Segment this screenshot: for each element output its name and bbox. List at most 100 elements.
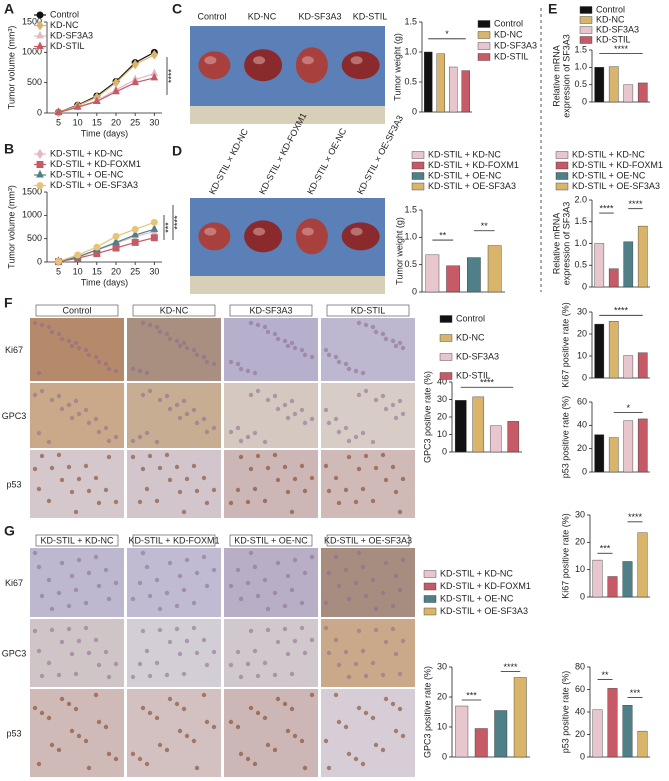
ihc-stain [66, 464, 72, 470]
ihc-stain [275, 336, 281, 342]
ihc-stain [235, 724, 241, 730]
ihc-stain [140, 320, 146, 326]
ihc-stain [248, 705, 254, 711]
y-tick-label: 0.5 [574, 260, 587, 270]
legend-label: KD-NC [596, 14, 625, 24]
ihc-stain [285, 651, 291, 657]
ihc-stain [204, 359, 210, 365]
y-tick-label: 20 [577, 328, 587, 338]
column-header-box [132, 304, 216, 317]
legend-swatch [477, 42, 491, 50]
ihc-stain [177, 343, 183, 349]
ihc-stain [32, 392, 38, 398]
ihc-image [224, 383, 318, 448]
ihc-stain [73, 587, 79, 593]
ihc-stain [184, 476, 190, 482]
ihc-stain [59, 477, 65, 483]
ihc-stain [356, 705, 362, 711]
ihc-stain [46, 324, 52, 330]
ihc-stain [140, 392, 146, 398]
ihc-stain [245, 580, 251, 586]
ihc-stain [390, 701, 396, 707]
ihc-stain [370, 577, 376, 583]
column-header-box [132, 534, 216, 547]
ihc-stain [157, 627, 163, 633]
ihc-stain [154, 498, 160, 504]
ihc-stain [73, 340, 79, 346]
bar [637, 82, 648, 103]
ihc-stain [49, 397, 55, 403]
ihc-stain [323, 738, 329, 744]
ihc-stain [93, 354, 99, 360]
ihc-image [30, 548, 124, 617]
tumor-highlight [204, 227, 217, 236]
ihc-stain [282, 464, 288, 470]
legend-marker [36, 161, 44, 168]
ihc-stain [272, 747, 278, 753]
ihc-stain [147, 673, 153, 679]
ihc-image [224, 450, 318, 518]
ihc-stain [363, 322, 369, 328]
ihc-stain [49, 606, 55, 612]
data-point [150, 49, 158, 60]
ihc-stain [397, 671, 403, 677]
y-axis-label: GPC3 positive rate (%) [422, 371, 432, 463]
ihc-stain [397, 340, 403, 346]
ihc-image [127, 548, 221, 617]
ihc-stain [93, 416, 99, 422]
ihc-stain [86, 488, 92, 494]
photo-label: KD-STIL [353, 11, 388, 21]
tumor-highlight [253, 56, 266, 65]
legend-label: KD-STIL + OE-SF3A3 [440, 606, 528, 616]
ihc-stain [106, 596, 112, 602]
y-axis-label: Relative mRNA [551, 213, 561, 275]
ihc-stain [262, 660, 268, 666]
ihc-stain [336, 583, 342, 589]
ihc-stain [245, 368, 251, 374]
ihc-stain [211, 361, 217, 367]
x-tick-label: 20 [111, 266, 121, 276]
ihc-stain [275, 477, 281, 483]
ihc-stain [59, 336, 65, 342]
ihc-stain [393, 651, 399, 657]
ihc-stain [302, 570, 308, 576]
bar [594, 67, 605, 103]
ihc-stain [309, 416, 315, 422]
ihc-stain [360, 648, 366, 654]
ihc-stain [184, 411, 190, 417]
ihc-stain [252, 761, 258, 767]
ihc-stain [343, 425, 349, 431]
series-line [58, 221, 155, 263]
ihc-stain [228, 429, 234, 435]
bar [489, 425, 502, 453]
row-label: Ki67 [5, 345, 23, 355]
y-tick-label: 10 [577, 350, 587, 360]
ihc-stain [164, 393, 170, 399]
ihc-stain [248, 628, 254, 634]
ihc-stain [265, 627, 271, 633]
data-point [55, 257, 62, 265]
y-tick-label: 60 [577, 396, 587, 406]
legend-swatch [439, 372, 453, 380]
y-tick-label: 0 [412, 286, 417, 296]
panel-label: E [548, 1, 557, 17]
ihc-stain [39, 673, 45, 679]
ihc-stain [380, 452, 386, 458]
ihc-stain [292, 638, 298, 644]
y-tick-label: 1.5 [404, 204, 417, 214]
bar [454, 400, 467, 453]
ihc-stain [383, 406, 389, 412]
significance-label: **** [166, 69, 176, 84]
ihc-stain [255, 673, 261, 679]
ihc-stain [154, 715, 160, 721]
ihc-stain [103, 425, 109, 431]
data-point [131, 225, 139, 233]
ihc-stain [174, 402, 180, 408]
ihc-stain [235, 567, 241, 573]
y-tick-label: 20 [577, 443, 587, 453]
y-tick-label: 1000 [22, 47, 42, 57]
ihc-stain [255, 388, 261, 394]
ihc-stain [181, 340, 187, 346]
legend-label: KD-STIL [596, 34, 631, 44]
ihc-stain [46, 715, 52, 721]
